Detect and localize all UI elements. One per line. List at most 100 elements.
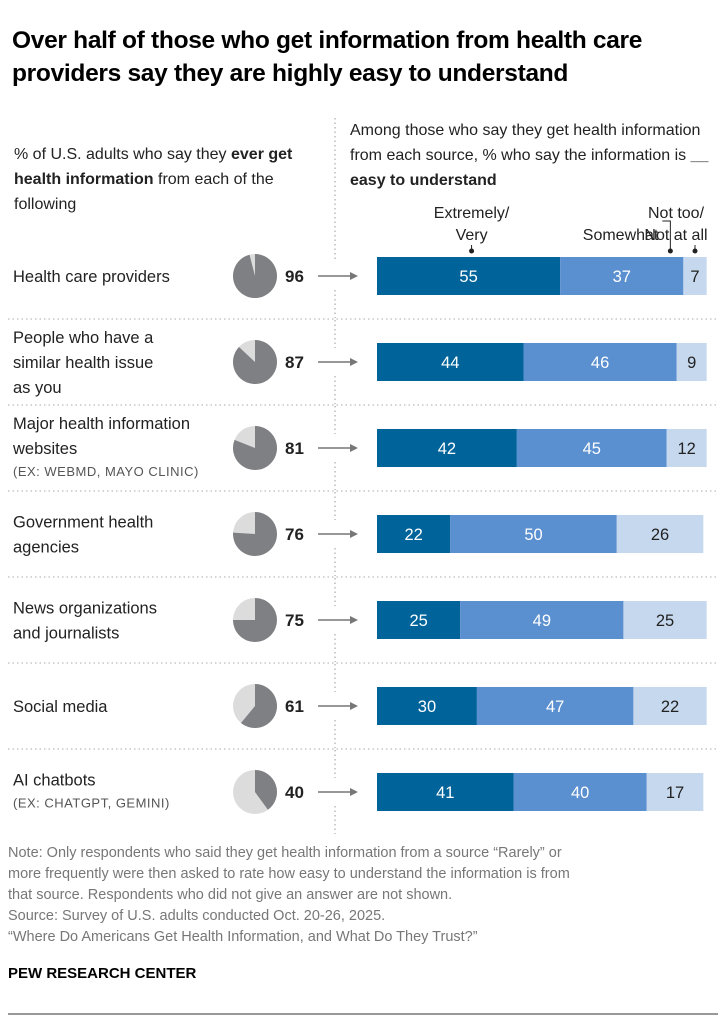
right-column-header: Among those who say they get health info… [350,118,720,193]
category-label: agencies [13,539,79,557]
category-label: Government health [13,514,153,532]
bar-value-label: 22 [661,698,679,716]
header-blank: __ [690,147,709,164]
bar-value-label: 26 [651,526,669,544]
category-label: websites [12,440,77,458]
ever-get-value: 75 [285,611,304,630]
bar-segment [377,343,524,381]
bar-segment [377,773,514,811]
pie-slice [240,684,277,729]
bar-segment [616,515,704,553]
note-line: “Where Do Americans Get Health Informati… [8,929,478,945]
legend-label: Not too/ [648,205,705,222]
bottom-rule [8,1013,718,1015]
pie-slice [233,254,277,299]
bar-segment [460,601,624,639]
arrow-icon [350,444,358,452]
category-sublabel: (EX: WEBMD, MAYO CLINIC) [13,464,199,479]
category-label: AI chatbots [13,772,96,790]
bar-value-label: 40 [571,784,589,802]
bar-segment [633,687,707,725]
table-row: Social media 61 30 47 22 [13,684,707,729]
bar-segment [646,773,704,811]
arrow-icon [350,788,358,796]
note-line: that source. Respondents who did not giv… [8,887,453,903]
bar-value-label: 47 [546,698,564,716]
chart-title: Over half of those who get information f… [12,27,643,87]
bar-segment [476,687,634,725]
ever-get-value: 81 [285,439,304,458]
bar-value-label: 25 [409,612,427,630]
arrow-icon [350,358,358,366]
category-label: and journalists [13,625,119,643]
header-text: % of U.S. adults who say they [14,146,231,163]
table-row: People who have a similar health issue as … [13,329,707,397]
bar-segment [676,343,707,381]
ever-get-value: 61 [285,697,304,716]
bar-value-label: 44 [441,354,459,372]
bar-value-label: 42 [438,440,456,458]
category-label: News organizations [13,600,157,618]
header-text: from each of the following [14,171,274,213]
note-line: Note: Only respondents who said they get… [8,845,562,861]
bar-segment [513,773,647,811]
table-row: News organizations and journalists 75 25 49 2… [13,598,707,643]
note-line: more frequently were then asked to rate … [8,866,570,882]
bar-value-label: 7 [690,268,699,286]
pie-slice [233,426,277,471]
bar-segment [523,343,677,381]
bar-segment [623,601,707,639]
header-bold: ever get health information [14,146,293,188]
pie-slice [255,770,278,810]
bar-value-label: 37 [613,268,631,286]
note-line: Source: Survey of U.S. adults conducted … [8,908,386,924]
bar-value-label: 49 [533,612,551,630]
ever-get-value: 76 [285,525,304,544]
category-sublabel: (EX: CHATGPT, GEMINI) [13,796,170,811]
legend-leader [662,220,671,245]
bar-segment [516,429,667,467]
left-column-header: % of U.S. adults who say they ever get h… [14,142,314,217]
bar-value-label: 41 [436,784,454,802]
arrow-icon [350,702,358,710]
legend-label: Not at all [644,227,707,244]
ever-get-value: 40 [285,783,304,802]
bar-segment [377,257,561,295]
bar-segment [377,429,517,467]
brand-logo-text: PEW RESEARCH CENTER [8,965,197,982]
bar-value-label: 9 [687,354,696,372]
table-row: Health care providers 96 55 Extremely/Very 3… [13,205,708,299]
bar-segment [377,687,477,725]
bar-segment [450,515,617,553]
bar-segment [377,601,461,639]
table-row: AI chatbots (EX: CHATGPT, GEMINI) 40 41 40 17 [13,770,704,814]
bar-value-label: 17 [666,784,684,802]
bar-value-label: 45 [583,440,601,458]
bar-value-label: 46 [591,354,609,372]
header-text: Among those who say they get health info… [350,122,701,164]
ever-get-value: 87 [285,353,304,372]
pie-slice [233,512,277,556]
category-label: Health care providers [13,268,170,286]
header-bold: easy to understand [350,172,497,189]
legend-label: Very [456,227,488,244]
pie-slice [233,598,277,642]
bar-segment [560,257,684,295]
category-label: People who have a [13,329,154,347]
bar-segment [377,515,451,553]
category-label: similar health issue [13,354,153,372]
legend-label: Somewhat [583,227,659,244]
bar-segment [666,429,707,467]
bar-value-label: 50 [524,526,542,544]
ever-get-value: 96 [285,267,304,286]
bar-segment [683,257,707,295]
bar-value-label: 22 [404,526,422,544]
legend-label: Extremely/ [434,205,510,222]
bar-value-label: 12 [678,440,696,458]
arrow-icon [350,616,358,624]
arrow-icon [350,272,358,280]
bar-value-label: 25 [656,612,674,630]
category-label: Major health information [13,415,190,433]
